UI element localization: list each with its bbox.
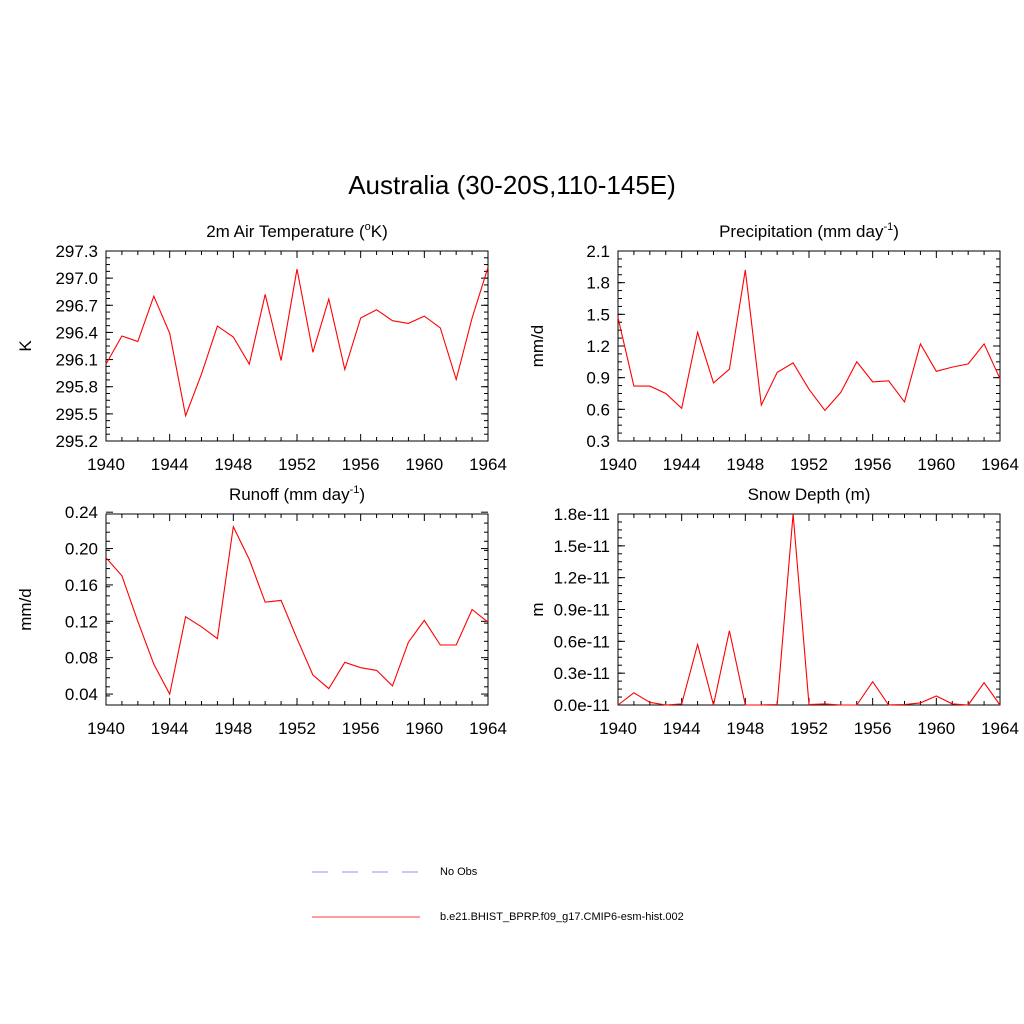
x-tick-label: 1948 bbox=[214, 719, 252, 738]
legend-label-model-run: b.e21.BHIST_BPRP.f09_g17.CMIP6-esm-hist.… bbox=[440, 911, 684, 923]
y-tick-label: 295.8 bbox=[55, 378, 98, 397]
plot-frame-3 bbox=[617, 513, 1001, 706]
x-tick-label: 1944 bbox=[663, 719, 701, 738]
x-tick-label: 1964 bbox=[469, 455, 507, 474]
x-tick-label: 1964 bbox=[469, 719, 507, 738]
x-tick-label: 1940 bbox=[87, 719, 125, 738]
y-tick-label: 296.4 bbox=[55, 323, 98, 342]
panel-title-2: Runoff (mm day-1) bbox=[229, 484, 365, 504]
x-tick-label: 1952 bbox=[278, 719, 316, 738]
x-tick-label: 1964 bbox=[981, 455, 1019, 474]
x-tick-label: 1940 bbox=[599, 719, 637, 738]
series-line-1 bbox=[617, 269, 1001, 412]
series-line-0 bbox=[105, 267, 489, 418]
y-tick-label: 0.3e-11 bbox=[554, 664, 610, 683]
y-tick-label: 0.0e-11 bbox=[554, 696, 610, 715]
y-tick-label: 1.2 bbox=[586, 337, 610, 356]
y-axis-label-3: m bbox=[528, 602, 547, 616]
y-tick-label: 296.1 bbox=[55, 351, 98, 370]
y-tick-label: 2.1 bbox=[586, 242, 610, 261]
panel-title-3: Snow Depth (m) bbox=[748, 485, 871, 504]
plot-frame-2 bbox=[105, 513, 489, 706]
y-tick-label: 1.8e-11 bbox=[554, 505, 610, 524]
y-axis-label-0: K bbox=[16, 340, 35, 352]
y-tick-label: 1.2e-11 bbox=[554, 569, 610, 588]
x-tick-label: 1964 bbox=[981, 719, 1019, 738]
panel-title-0: 2m Air Temperature (oK) bbox=[206, 221, 388, 241]
y-tick-label: 0.08 bbox=[65, 649, 98, 668]
y-tick-label: 1.5 bbox=[586, 305, 610, 324]
series-line-2 bbox=[105, 524, 489, 696]
x-tick-label: 1944 bbox=[663, 455, 701, 474]
y-tick-label: 297.3 bbox=[55, 242, 98, 261]
plot-frame-1 bbox=[617, 250, 1001, 442]
x-tick-label: 1960 bbox=[917, 719, 955, 738]
y-tick-label: 0.9 bbox=[586, 369, 610, 388]
plot-frame-0 bbox=[105, 250, 489, 442]
y-tick-label: 0.12 bbox=[65, 612, 98, 631]
x-tick-label: 1956 bbox=[854, 719, 892, 738]
y-axis-label-2: mm/d bbox=[16, 588, 35, 631]
y-tick-label: 0.20 bbox=[65, 540, 98, 559]
y-tick-label: 296.7 bbox=[55, 296, 98, 315]
x-tick-label: 1960 bbox=[917, 455, 955, 474]
y-tick-label: 295.5 bbox=[55, 405, 98, 424]
y-tick-label: 295.2 bbox=[55, 432, 98, 451]
x-tick-label: 1944 bbox=[151, 719, 189, 738]
y-tick-label: 297.0 bbox=[55, 269, 98, 288]
y-tick-label: 0.6 bbox=[586, 400, 610, 419]
y-axis-label-1: mm/d bbox=[528, 325, 547, 368]
panel-title-1: Precipitation (mm day-1) bbox=[719, 221, 899, 241]
y-tick-label: 0.9e-11 bbox=[554, 601, 610, 620]
legend-item-no-obs: No Obs bbox=[312, 864, 477, 880]
y-tick-label: 0.04 bbox=[65, 685, 98, 704]
x-tick-label: 1940 bbox=[87, 455, 125, 474]
x-tick-label: 1960 bbox=[405, 719, 443, 738]
y-tick-label: 1.5e-11 bbox=[554, 537, 610, 556]
x-tick-label: 1944 bbox=[151, 455, 189, 474]
y-tick-label: 0.16 bbox=[65, 576, 98, 595]
x-tick-label: 1956 bbox=[342, 455, 380, 474]
x-tick-label: 1956 bbox=[854, 455, 892, 474]
legend-item-model-run: b.e21.BHIST_BPRP.f09_g17.CMIP6-esm-hist.… bbox=[312, 909, 684, 925]
legend-swatch-dashed bbox=[312, 871, 420, 873]
x-tick-label: 1960 bbox=[405, 455, 443, 474]
legend-swatch-solid bbox=[312, 916, 420, 918]
y-tick-label: 0.6e-11 bbox=[554, 632, 610, 651]
x-tick-label: 1956 bbox=[342, 719, 380, 738]
x-tick-label: 1952 bbox=[790, 455, 828, 474]
x-tick-label: 1948 bbox=[726, 719, 764, 738]
y-tick-label: 1.8 bbox=[586, 274, 610, 293]
figure-title: Australia (30-20S,110-145E) bbox=[348, 170, 676, 200]
y-tick-label: 0.24 bbox=[65, 503, 98, 522]
x-tick-label: 1940 bbox=[599, 455, 637, 474]
x-tick-label: 1952 bbox=[278, 455, 316, 474]
x-tick-label: 1952 bbox=[790, 719, 828, 738]
series-line-3 bbox=[617, 513, 1001, 706]
legend-label-no-obs: No Obs bbox=[440, 866, 478, 878]
x-tick-label: 1948 bbox=[726, 455, 764, 474]
x-tick-label: 1948 bbox=[214, 455, 252, 474]
y-tick-label: 0.3 bbox=[586, 432, 610, 451]
